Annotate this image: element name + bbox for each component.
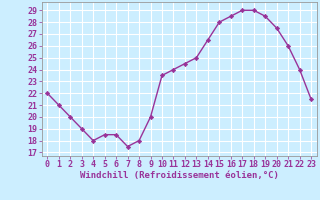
X-axis label: Windchill (Refroidissement éolien,°C): Windchill (Refroidissement éolien,°C) [80,171,279,180]
